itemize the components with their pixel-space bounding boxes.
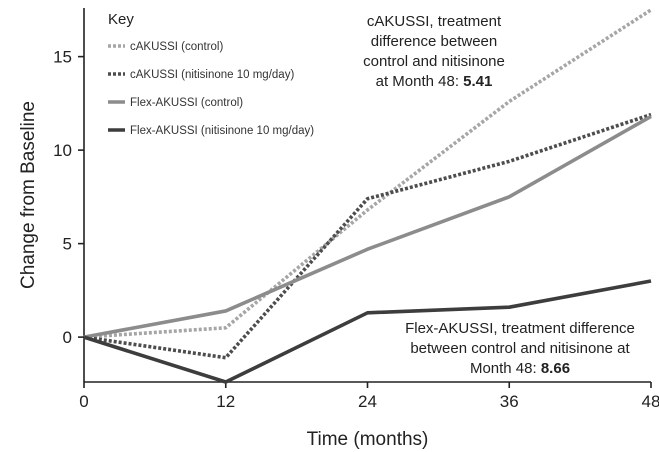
annotation-2: Flex-AKUSSI, treatment difference between… <box>405 320 635 377</box>
series-lines <box>83 8 652 384</box>
series-line-1 <box>83 8 652 339</box>
series-line-3 <box>83 114 652 339</box>
y-axis-title: Change from Baseline <box>18 101 39 289</box>
legend-label: cAKUSSI (nitisinone 10 mg/day) <box>130 69 294 81</box>
x-tick-label: 0 <box>79 392 88 411</box>
annotations: cAKUSSI, treatment difference between cont… <box>363 13 635 377</box>
series-line-4 <box>83 279 652 384</box>
y-tick-label: 15 <box>53 48 72 67</box>
y-tick-label: 0 <box>63 328 72 347</box>
x-axis-ticks: 0 12 24 36 48 <box>79 382 659 411</box>
y-tick-label: 5 <box>63 235 72 254</box>
series-line-2 <box>83 112 652 360</box>
legend-label: Flex-AKUSSI (nitisinone 10 mg/day) <box>130 125 314 137</box>
x-tick-label: 36 <box>500 392 519 411</box>
x-tick-label: 24 <box>358 392 377 411</box>
y-tick-label: 10 <box>53 141 72 160</box>
y-axis-ticks: 0 5 10 15 <box>53 48 84 347</box>
legend-label: cAKUSSI (control) <box>130 41 223 53</box>
legend-title: Key <box>108 11 134 28</box>
x-tick-label: 12 <box>216 392 235 411</box>
legend: Key cAKUSSI (control) cAKUSSI (nitisinone… <box>108 11 314 137</box>
legend-label: Flex-AKUSSI (control) <box>130 97 243 109</box>
x-axis-title: Time (months) <box>307 429 429 450</box>
annotation-1: cAKUSSI, treatment difference between cont… <box>363 13 505 90</box>
x-tick-label: 48 <box>642 392 659 411</box>
